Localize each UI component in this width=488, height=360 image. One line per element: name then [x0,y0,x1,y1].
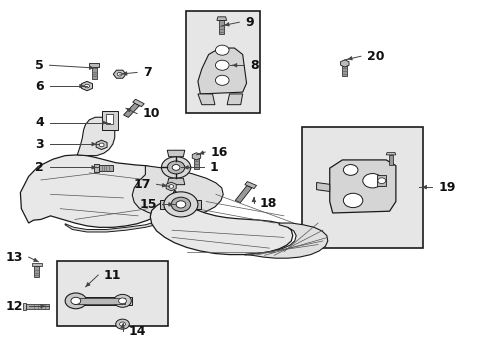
Polygon shape [160,200,201,209]
Text: 3: 3 [35,138,43,150]
Circle shape [163,192,198,217]
Polygon shape [94,164,99,172]
Polygon shape [198,94,215,105]
Text: 6: 6 [35,80,43,93]
Polygon shape [96,140,107,149]
Circle shape [99,143,104,147]
Text: 17: 17 [133,178,150,191]
Text: 15: 15 [139,198,156,211]
Polygon shape [329,160,395,213]
Circle shape [172,165,180,170]
Text: 5: 5 [35,59,43,72]
Polygon shape [217,17,226,21]
Text: 7: 7 [142,66,151,79]
Polygon shape [132,166,223,218]
Circle shape [171,197,190,212]
Circle shape [362,174,382,188]
Bar [69,297,132,305]
Text: 2: 2 [35,161,43,174]
Polygon shape [77,117,115,156]
Polygon shape [23,303,26,310]
Polygon shape [167,150,184,157]
Text: 8: 8 [249,59,258,72]
Polygon shape [235,185,251,203]
Text: 10: 10 [142,107,160,120]
Bar [185,12,259,113]
Polygon shape [92,67,97,78]
Text: 11: 11 [104,269,122,282]
Circle shape [116,319,129,329]
Circle shape [168,185,173,188]
Circle shape [117,72,122,76]
Polygon shape [102,111,118,130]
Text: 1: 1 [209,161,218,174]
Bar [74,298,125,304]
Polygon shape [198,48,246,94]
Circle shape [377,178,385,184]
Text: 19: 19 [437,181,455,194]
Bar [302,127,422,248]
Polygon shape [386,152,395,155]
Polygon shape [35,266,39,277]
Polygon shape [244,223,327,258]
Text: 16: 16 [211,145,228,158]
Text: 13: 13 [5,251,23,264]
Polygon shape [167,178,184,185]
Polygon shape [166,182,176,191]
Circle shape [119,298,126,304]
Circle shape [215,60,228,70]
Text: 14: 14 [128,325,145,338]
Circle shape [176,201,185,208]
Polygon shape [26,305,49,309]
Polygon shape [89,63,99,67]
Polygon shape [32,263,41,266]
Circle shape [65,293,86,309]
Circle shape [84,84,89,88]
Polygon shape [316,183,329,192]
Polygon shape [226,94,242,105]
Circle shape [120,322,125,326]
Polygon shape [342,63,346,76]
Polygon shape [377,175,386,186]
Polygon shape [388,155,393,165]
Circle shape [167,161,184,174]
Circle shape [71,297,81,305]
Polygon shape [123,103,139,117]
Polygon shape [219,21,224,34]
Polygon shape [244,181,256,189]
Text: 12: 12 [5,300,23,313]
Polygon shape [81,81,92,91]
Text: 20: 20 [366,50,384,63]
Polygon shape [132,99,144,107]
Text: 9: 9 [244,16,253,29]
Polygon shape [20,155,174,227]
Polygon shape [340,60,348,67]
Text: 4: 4 [35,116,43,129]
Polygon shape [113,70,126,78]
Polygon shape [150,190,292,255]
Polygon shape [99,165,113,171]
Circle shape [343,193,362,208]
Circle shape [161,157,190,178]
Text: 18: 18 [259,197,277,210]
Polygon shape [65,218,168,232]
Bar [57,261,167,326]
Circle shape [114,294,131,307]
Polygon shape [192,153,200,160]
Circle shape [343,165,357,175]
Circle shape [215,45,228,55]
Circle shape [215,75,228,85]
Polygon shape [106,114,113,125]
Polygon shape [194,156,199,169]
